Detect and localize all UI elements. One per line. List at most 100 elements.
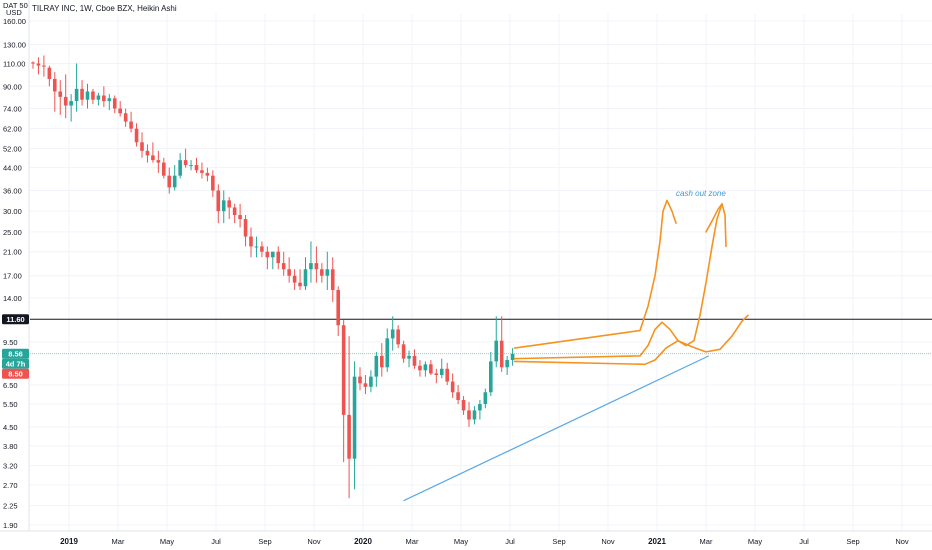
candle [505, 355, 509, 376]
candle [112, 95, 117, 114]
candle-body [118, 108, 122, 114]
price-badge: 11.60 [2, 314, 29, 325]
candle-body [211, 175, 215, 191]
candle-body [385, 338, 390, 368]
candle-body [439, 368, 444, 376]
candle-body [450, 381, 455, 393]
candle-body [423, 364, 428, 371]
price-tick-label: 160.00 [3, 17, 26, 26]
candle [271, 251, 275, 270]
candle [374, 351, 379, 387]
candle-body [205, 172, 210, 176]
price-tick-label: 30.00 [3, 207, 22, 216]
candle-body [276, 251, 281, 264]
candle-body [102, 95, 106, 102]
price-badge-label: 11.60 [6, 315, 24, 324]
time-tick-label: Jul [799, 537, 809, 546]
candle-body [172, 175, 177, 188]
candle-body [478, 404, 482, 411]
candle [205, 167, 210, 182]
candle [189, 160, 193, 171]
candle [341, 320, 346, 463]
candle-body [243, 219, 248, 237]
candle-body [80, 88, 84, 100]
candle-body [36, 63, 41, 66]
candle [134, 123, 139, 147]
candle-body [167, 175, 172, 188]
candle-body [216, 190, 221, 212]
candle-body [429, 364, 433, 374]
candle [336, 286, 340, 337]
candle-body [31, 62, 35, 64]
price-tick-label: 3.20 [3, 462, 18, 471]
candle-body [129, 121, 133, 129]
time-tick-label: 2020 [354, 537, 372, 546]
time-tick-label: May [454, 537, 468, 546]
candle-body [461, 399, 466, 411]
candle [183, 148, 188, 168]
projection-curve[interactable] [513, 203, 727, 360]
candle-body [189, 165, 193, 167]
candle-body [42, 65, 46, 67]
candle-body [112, 98, 117, 109]
candle-body [162, 162, 166, 176]
projection-curve[interactable] [513, 199, 677, 349]
candle-body [330, 269, 335, 290]
candle [107, 94, 112, 111]
candle-body [85, 91, 90, 100]
candle [63, 74, 68, 119]
axis-top-label: DAT 50 [3, 1, 28, 10]
candle-body [238, 215, 242, 220]
candle [129, 111, 133, 133]
price-tick-label: 1.90 [3, 521, 18, 530]
drawings[interactable]: cash out zone [513, 189, 749, 366]
candle [276, 246, 281, 270]
candle-body [309, 263, 313, 270]
time-tick-label: Jul [505, 537, 515, 546]
candle [151, 142, 155, 163]
candle-body [336, 289, 340, 326]
candle [352, 361, 357, 490]
candle [483, 388, 488, 409]
candle [461, 396, 466, 415]
candle-body [227, 200, 231, 208]
candle [243, 215, 248, 247]
candle [499, 316, 504, 372]
candle-body [292, 275, 297, 283]
candle-body [134, 128, 139, 143]
candle-body [221, 200, 226, 212]
projection-curve[interactable] [705, 203, 723, 233]
candle [385, 328, 390, 372]
price-badge: 8.50 [2, 368, 29, 379]
price-tick-label: 14.00 [3, 294, 22, 303]
candle [363, 375, 368, 395]
time-axis[interactable]: 2019 Mar May Jul Sep Nov 2020 Mar May Jul Sep Nov 20… [0, 530, 932, 546]
candle-body [489, 361, 493, 393]
candle-body [341, 325, 346, 415]
candle [347, 336, 351, 499]
candle-body [96, 95, 101, 100]
price-tick-label: 74.00 [3, 105, 22, 114]
candle-body [58, 91, 63, 97]
candle [249, 227, 253, 258]
candle [254, 236, 259, 258]
candle-body [363, 383, 368, 387]
projection-curve[interactable] [513, 314, 749, 366]
time-tick-label: Sep [552, 537, 565, 546]
candle-body [374, 355, 379, 377]
candle [292, 269, 297, 290]
candle [330, 257, 335, 302]
candle-body [347, 414, 351, 459]
candle-body [200, 170, 204, 173]
candle-body [69, 101, 73, 106]
candle [450, 373, 455, 398]
candle-body [510, 353, 515, 361]
candle [287, 257, 291, 283]
candle [434, 368, 439, 384]
candle [281, 251, 286, 276]
trendline[interactable] [403, 355, 710, 502]
candle-body [107, 98, 112, 102]
grid [30, 14, 932, 531]
